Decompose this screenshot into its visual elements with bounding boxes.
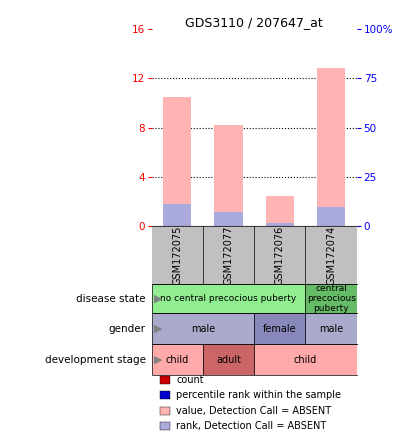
Bar [202, 344, 254, 375]
Text: child: child [293, 355, 316, 365]
Text: GSM172076: GSM172076 [274, 226, 284, 285]
Text: ▶: ▶ [153, 324, 162, 333]
Bar [305, 284, 356, 313]
Text: ▶: ▶ [153, 355, 162, 365]
Text: GDS3110 / 207647_at: GDS3110 / 207647_at [185, 16, 322, 28]
Bar [265, 223, 293, 226]
Text: value, Detection Call = ABSENT: value, Detection Call = ABSENT [176, 406, 330, 416]
Bar [151, 313, 254, 344]
Text: no central precocious puberty: no central precocious puberty [160, 294, 296, 303]
Text: adult: adult [216, 355, 240, 365]
Bar [163, 204, 191, 226]
Text: count: count [176, 375, 203, 385]
Text: GSM172074: GSM172074 [325, 226, 335, 285]
Bar [316, 68, 344, 226]
Text: percentile rank within the sample: percentile rank within the sample [176, 390, 340, 400]
Bar [254, 344, 356, 375]
Bar [254, 313, 305, 344]
Bar [316, 207, 344, 226]
Bar [214, 125, 242, 226]
Text: central
precocious
puberty: central precocious puberty [306, 285, 355, 313]
Bar [163, 97, 191, 226]
Bar [151, 344, 202, 375]
Text: ▶: ▶ [153, 293, 162, 304]
Text: child: child [165, 355, 189, 365]
Text: male: male [190, 324, 215, 333]
Text: development stage: development stage [45, 355, 145, 365]
Text: GSM172077: GSM172077 [223, 226, 233, 285]
Text: rank, Detection Call = ABSENT: rank, Detection Call = ABSENT [176, 421, 326, 431]
Bar [214, 212, 242, 226]
Text: male: male [318, 324, 342, 333]
Bar [305, 313, 356, 344]
Text: gender: gender [108, 324, 145, 333]
Text: female: female [262, 324, 296, 333]
Bar [151, 284, 305, 313]
Text: disease state: disease state [76, 293, 145, 304]
Text: GSM172075: GSM172075 [172, 226, 182, 285]
Bar [265, 195, 293, 226]
